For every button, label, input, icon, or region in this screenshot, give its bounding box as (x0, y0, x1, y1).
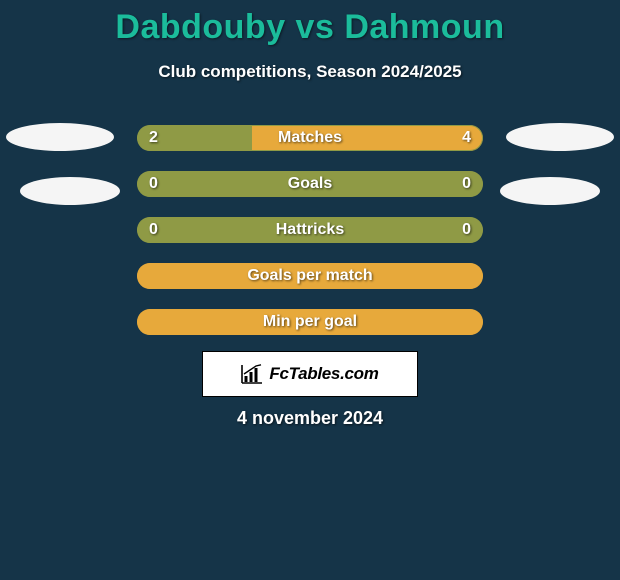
stat-bar-row: Min per goal (137, 309, 483, 335)
bar-label: Hattricks (137, 217, 483, 243)
stat-bars: 24Matches 00Goals 00Hattricks Goals per mat… (137, 125, 483, 355)
stat-bar-row: Goals per match (137, 263, 483, 289)
subtitle: Club competitions, Season 2024/2025 (0, 62, 620, 82)
avatar-right-club (500, 177, 600, 205)
bar-label: Matches (137, 125, 483, 151)
chart-icon (241, 364, 263, 384)
stat-bar-row: 00Hattricks (137, 217, 483, 243)
stat-bar-row: 00Goals (137, 171, 483, 197)
logo-text: FcTables.com (269, 364, 378, 384)
page-title: Dabdouby vs Dahmoun (0, 8, 620, 47)
bar-label: Goals (137, 171, 483, 197)
stat-bar-row: 24Matches (137, 125, 483, 151)
avatar-right-player (506, 123, 614, 151)
avatar-left-player (6, 123, 114, 151)
snapshot-date: 4 november 2024 (0, 408, 620, 429)
comparison-canvas: Dabdouby vs Dahmoun Club competitions, S… (0, 0, 620, 580)
logo-box[interactable]: FcTables.com (202, 351, 418, 397)
bar-label: Min per goal (137, 309, 483, 335)
avatar-left-club (20, 177, 120, 205)
bar-label: Goals per match (137, 263, 483, 289)
